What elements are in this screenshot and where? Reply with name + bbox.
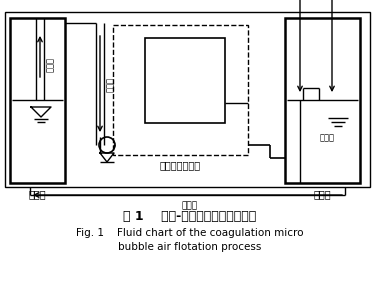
Text: 图 1    混凝-微气泡气浮工艺流程图: 图 1 混凝-微气泡气浮工艺流程图	[124, 210, 256, 223]
Bar	[285, 18, 360, 183]
Text: 微气泡发生装置: 微气泡发生装置	[160, 160, 201, 170]
Bar	[10, 18, 65, 183]
Bar	[145, 38, 225, 123]
Text: 吸水管: 吸水管	[46, 56, 55, 72]
Text: 气浮槽: 气浮槽	[313, 189, 331, 199]
Text: bubble air flotation process: bubble air flotation process	[118, 242, 262, 252]
Text: 吸气管: 吸气管	[106, 77, 115, 91]
Bar	[5, 12, 370, 187]
Text: 回流管: 回流管	[182, 201, 198, 210]
Text: Fig. 1    Fluid chart of the coagulation micro: Fig. 1 Fluid chart of the coagulation mi…	[76, 228, 304, 238]
Bar	[113, 25, 248, 155]
Text: 布气管: 布气管	[320, 133, 334, 143]
Text: 蓄水槽: 蓄水槽	[28, 189, 46, 199]
